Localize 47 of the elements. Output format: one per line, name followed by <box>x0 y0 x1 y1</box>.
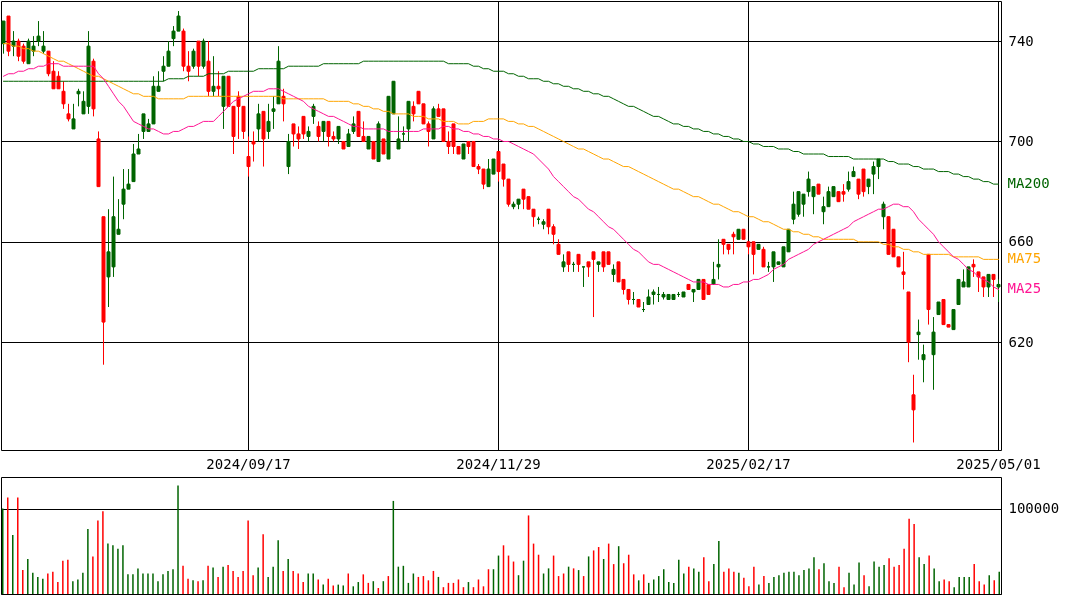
y-tick-label: 620 <box>1008 333 1034 350</box>
candlestick <box>71 103 76 130</box>
candlestick <box>996 278 1001 303</box>
candlestick <box>901 251 906 290</box>
candlestick <box>316 120 321 142</box>
x-tick-label: 2025/05/01 <box>956 455 1041 472</box>
candlestick <box>846 171 851 193</box>
candlestick <box>566 251 571 273</box>
candlestick <box>716 238 721 280</box>
y-tick-label: 660 <box>1008 233 1034 250</box>
candlestick <box>1 20 6 55</box>
candlestick <box>11 30 16 57</box>
candlestick <box>246 135 251 178</box>
y-tick-label: 740 <box>1008 32 1034 49</box>
candlestick <box>921 344 926 383</box>
line-series <box>3 63 999 290</box>
candlestick <box>951 309 956 331</box>
candlestick <box>61 80 66 110</box>
x-tick-label: 2024/09/17 <box>206 455 291 472</box>
series-label: MA75 <box>1007 250 1042 267</box>
y-tick-label: 100000 <box>1008 500 1060 517</box>
x-tick-label: 2024/11/29 <box>456 455 541 472</box>
candlestick <box>281 88 286 122</box>
candlestick <box>931 316 936 391</box>
candlestick <box>731 231 736 255</box>
candlestick <box>581 266 586 288</box>
candlestick <box>396 115 401 150</box>
candlestick <box>881 201 886 230</box>
candlestick <box>36 20 41 47</box>
candlestick <box>216 70 221 97</box>
x-tick-label: 2025/02/17 <box>706 455 791 472</box>
candlestick <box>911 374 916 443</box>
candlestick <box>251 130 256 163</box>
candlestick <box>916 319 921 361</box>
series-label: MA25 <box>1007 280 1042 297</box>
candlestick <box>256 103 261 142</box>
candlestick <box>991 273 996 298</box>
candlestick <box>266 103 271 140</box>
series-label: MA200 <box>1007 175 1050 192</box>
candlestick <box>41 30 46 55</box>
candlestick <box>591 251 596 318</box>
candlestick <box>321 120 326 142</box>
candlestick <box>191 48 196 70</box>
candlestick <box>761 246 766 268</box>
candlestick <box>271 95 276 130</box>
candlestick <box>411 100 416 122</box>
y-tick-label: 700 <box>1008 132 1034 149</box>
